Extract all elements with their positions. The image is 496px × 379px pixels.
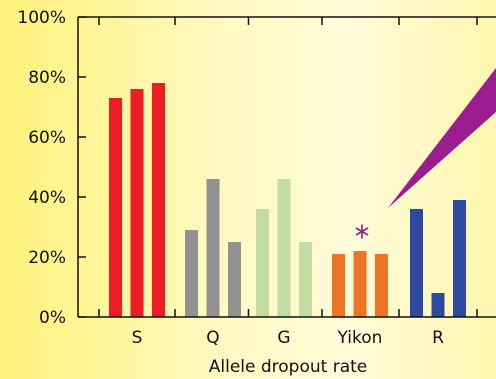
bar-yikon-3 — [375, 254, 388, 317]
bar-s-1 — [109, 98, 122, 317]
labels-layer: 0% 20% 40% 60% 80% 100% S Q G Yikon R — [17, 8, 444, 348]
x-tick-label: Yikon — [337, 328, 383, 348]
x-tick-label: Q — [206, 328, 219, 348]
y-tick-label: 80% — [28, 68, 66, 88]
bar-r-3 — [453, 200, 466, 317]
bar-q-3 — [228, 242, 241, 317]
bar-q-2 — [206, 179, 220, 317]
y-tick-label: 40% — [28, 188, 66, 208]
bar-g-1 — [256, 209, 269, 317]
callout-wedge-layer — [388, 68, 496, 208]
y-tick-label: 20% — [28, 248, 66, 268]
x-axis-label: Allele dropout rate — [209, 357, 368, 377]
bar-g-2 — [277, 179, 291, 317]
callout-wedge — [388, 68, 496, 208]
y-tick-label: 60% — [28, 128, 66, 148]
bar-g-3 — [299, 242, 312, 317]
bar-r-2 — [431, 293, 445, 317]
x-tick-label: G — [277, 328, 290, 348]
y-tick-label: 100% — [17, 8, 66, 28]
bar-r-1 — [410, 209, 423, 317]
star-marker — [355, 224, 369, 239]
y-tick-label: 0% — [39, 308, 66, 328]
axes-layer — [77, 16, 496, 318]
bars-layer — [109, 83, 466, 317]
bar-s-3 — [152, 83, 165, 317]
bar-q-1 — [185, 230, 198, 317]
bar-yikon-2 — [353, 251, 367, 317]
x-tick-label: R — [432, 328, 444, 348]
x-tick-label: S — [132, 328, 143, 348]
bar-s-2 — [130, 89, 144, 317]
bar-yikon-1 — [332, 254, 345, 317]
